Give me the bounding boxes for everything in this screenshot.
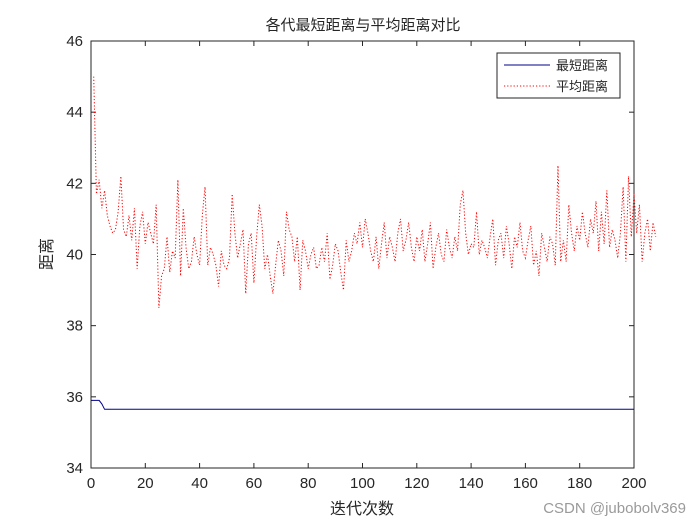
x-tick-label: 40	[191, 475, 208, 492]
y-tick-label: 34	[66, 460, 83, 477]
legend-label-avg: 平均距离	[556, 79, 608, 95]
y-tick-label: 40	[66, 247, 83, 264]
x-tick-label: 200	[621, 475, 646, 492]
y-tick-label: 44	[66, 104, 83, 121]
chart-title: 各代最短距离与平均距离对比	[265, 16, 460, 34]
x-tick-label: 160	[513, 475, 538, 492]
y-tick-label: 42	[66, 175, 83, 192]
x-axis-ticks: 0 20 40 60 80 100 120 140 160 180 200	[87, 41, 647, 492]
x-tick-label: 180	[567, 475, 592, 492]
series-line-avg-distance	[93, 76, 657, 308]
y-axis-label: 距离	[37, 238, 56, 270]
y-axis-ticks: 34 36 38 40 42 44 46	[66, 33, 634, 477]
plot-area	[90, 40, 635, 469]
y-tick-label: 38	[66, 318, 83, 335]
legend-box	[496, 52, 621, 99]
x-tick-label: 120	[404, 475, 429, 492]
x-tick-label: 20	[137, 475, 154, 492]
watermark-text: CSDN @jubobolv369	[543, 500, 686, 517]
legend: 最短距离 平均距离	[496, 52, 621, 99]
x-axis-label: 迭代次数	[330, 499, 394, 518]
series-layer	[91, 76, 657, 410]
series-line-min-distance	[91, 399, 634, 410]
x-tick-label: 100	[350, 475, 375, 492]
x-tick-label: 60	[246, 475, 263, 492]
x-tick-label: 0	[87, 475, 95, 492]
x-tick-label: 80	[300, 475, 317, 492]
legend-label-min: 最短距离	[556, 58, 608, 74]
y-tick-label: 46	[66, 33, 83, 50]
y-tick-label: 36	[66, 389, 83, 406]
x-tick-label: 140	[459, 475, 484, 492]
